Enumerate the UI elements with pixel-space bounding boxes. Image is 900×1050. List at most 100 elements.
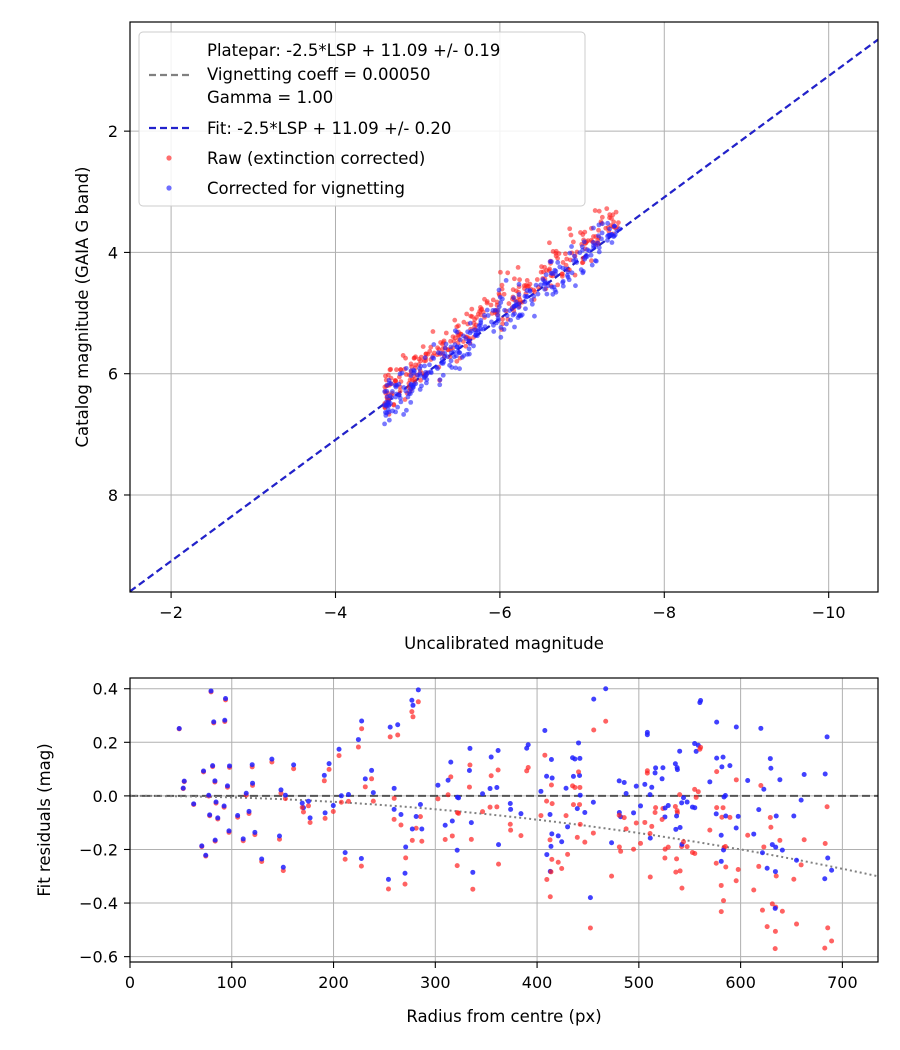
corrected-residual-point xyxy=(720,754,726,760)
corrected-point xyxy=(477,322,483,328)
corrected-point xyxy=(588,252,594,258)
raw-residual-point xyxy=(723,864,729,870)
corrected-residual-point xyxy=(824,734,830,740)
corrected-residual-point xyxy=(692,741,698,747)
raw-point xyxy=(538,269,544,275)
raw-residual-point xyxy=(419,838,425,844)
corrected-point xyxy=(512,324,517,330)
raw-residual-point xyxy=(722,843,728,849)
corrected-residual-point xyxy=(759,850,765,856)
corrected-point xyxy=(435,366,440,371)
top-ytick-label: 8 xyxy=(108,486,118,505)
raw-point xyxy=(513,288,519,294)
top-xtick-label: −8 xyxy=(652,603,676,622)
corrected-point xyxy=(409,388,415,394)
raw-residual-point xyxy=(572,784,578,790)
raw-point xyxy=(563,262,569,268)
raw-point xyxy=(420,344,426,350)
corrected-point xyxy=(456,350,462,355)
corrected-point xyxy=(567,250,573,256)
raw-residual-point xyxy=(470,886,476,892)
raw-point xyxy=(413,354,418,360)
corrected-residual-point xyxy=(718,832,724,838)
corrected-residual-point xyxy=(370,790,376,796)
raw-point xyxy=(610,212,616,218)
corrected-residual-point xyxy=(442,822,448,828)
corrected-point xyxy=(443,341,449,347)
raw-residual-point xyxy=(829,938,835,944)
corrected-residual-point xyxy=(358,855,364,861)
corrected-residual-point xyxy=(402,870,408,876)
corrected-residual-point xyxy=(387,724,393,730)
corrected-residual-point xyxy=(693,748,699,754)
corrected-residual-point xyxy=(191,801,197,807)
corrected-residual-point xyxy=(570,773,576,779)
corrected-residual-point xyxy=(768,765,774,771)
raw-residual-point xyxy=(649,823,655,829)
raw-point xyxy=(456,323,461,329)
raw-residual-point xyxy=(548,782,554,788)
corrected-residual-point xyxy=(307,815,313,821)
corrected-residual-point xyxy=(250,780,256,786)
corrected-point xyxy=(424,380,429,386)
corrected-residual-point xyxy=(494,785,500,791)
raw-residual-point xyxy=(346,798,352,804)
raw-point xyxy=(604,206,610,212)
top-xtick-label: −6 xyxy=(488,603,512,622)
corrected-point xyxy=(596,249,602,255)
corrected-point xyxy=(473,330,479,336)
corrected-residual-point xyxy=(603,686,609,692)
corrected-residual-point xyxy=(385,876,391,882)
corrected-point xyxy=(489,319,494,325)
corrected-point xyxy=(535,291,541,297)
raw-point xyxy=(423,351,429,357)
corrected-residual-point xyxy=(544,852,550,858)
corrected-residual-point xyxy=(542,727,548,733)
raw-residual-point xyxy=(548,869,554,875)
corrected-residual-point xyxy=(336,746,342,752)
raw-residual-point xyxy=(466,784,472,790)
corrected-point xyxy=(431,355,437,361)
raw-residual-point xyxy=(751,887,757,893)
corrected-point xyxy=(524,288,530,293)
raw-residual-point xyxy=(582,839,588,845)
raw-residual-point xyxy=(718,909,724,915)
raw-residual-point xyxy=(577,802,583,808)
corrected-point xyxy=(584,247,590,253)
corrected-residual-point xyxy=(582,809,588,815)
bottom-reference-lines xyxy=(130,794,879,878)
raw-point xyxy=(468,313,474,319)
corrected-point xyxy=(543,272,549,278)
raw-residual-point xyxy=(544,798,550,804)
corrected-residual-point xyxy=(227,763,233,769)
raw-residual-point xyxy=(359,726,365,732)
raw-point xyxy=(403,372,409,377)
corrected-residual-point xyxy=(822,876,828,882)
raw-residual-point xyxy=(495,767,501,773)
raw-residual-point xyxy=(621,815,627,821)
corrected-point xyxy=(544,291,550,297)
corrected-point xyxy=(471,343,476,349)
corrected-residual-point xyxy=(590,799,596,805)
corrected-residual-point xyxy=(409,697,415,703)
raw-point xyxy=(431,350,437,356)
raw-residual-point xyxy=(653,805,659,811)
corrected-residual-point xyxy=(291,762,297,768)
corrected-residual-point xyxy=(660,765,666,771)
raw-point xyxy=(443,330,449,336)
corrected-point xyxy=(553,268,559,274)
corrected-residual-point xyxy=(240,836,246,842)
corrected-residual-point xyxy=(524,745,530,751)
raw-residual-point xyxy=(772,946,778,952)
corrected-point xyxy=(386,417,392,423)
bottom-xtick-label: 700 xyxy=(827,973,858,992)
corrected-point xyxy=(542,286,548,292)
corrected-residual-point xyxy=(449,818,455,824)
corrected-residual-point xyxy=(176,725,182,731)
corrected-point xyxy=(383,412,389,418)
corrected-residual-point xyxy=(223,696,229,702)
corrected-residual-point xyxy=(212,778,218,784)
corrected-residual-point xyxy=(825,855,831,861)
corrected-residual-point xyxy=(722,793,728,799)
raw-point xyxy=(599,214,605,220)
